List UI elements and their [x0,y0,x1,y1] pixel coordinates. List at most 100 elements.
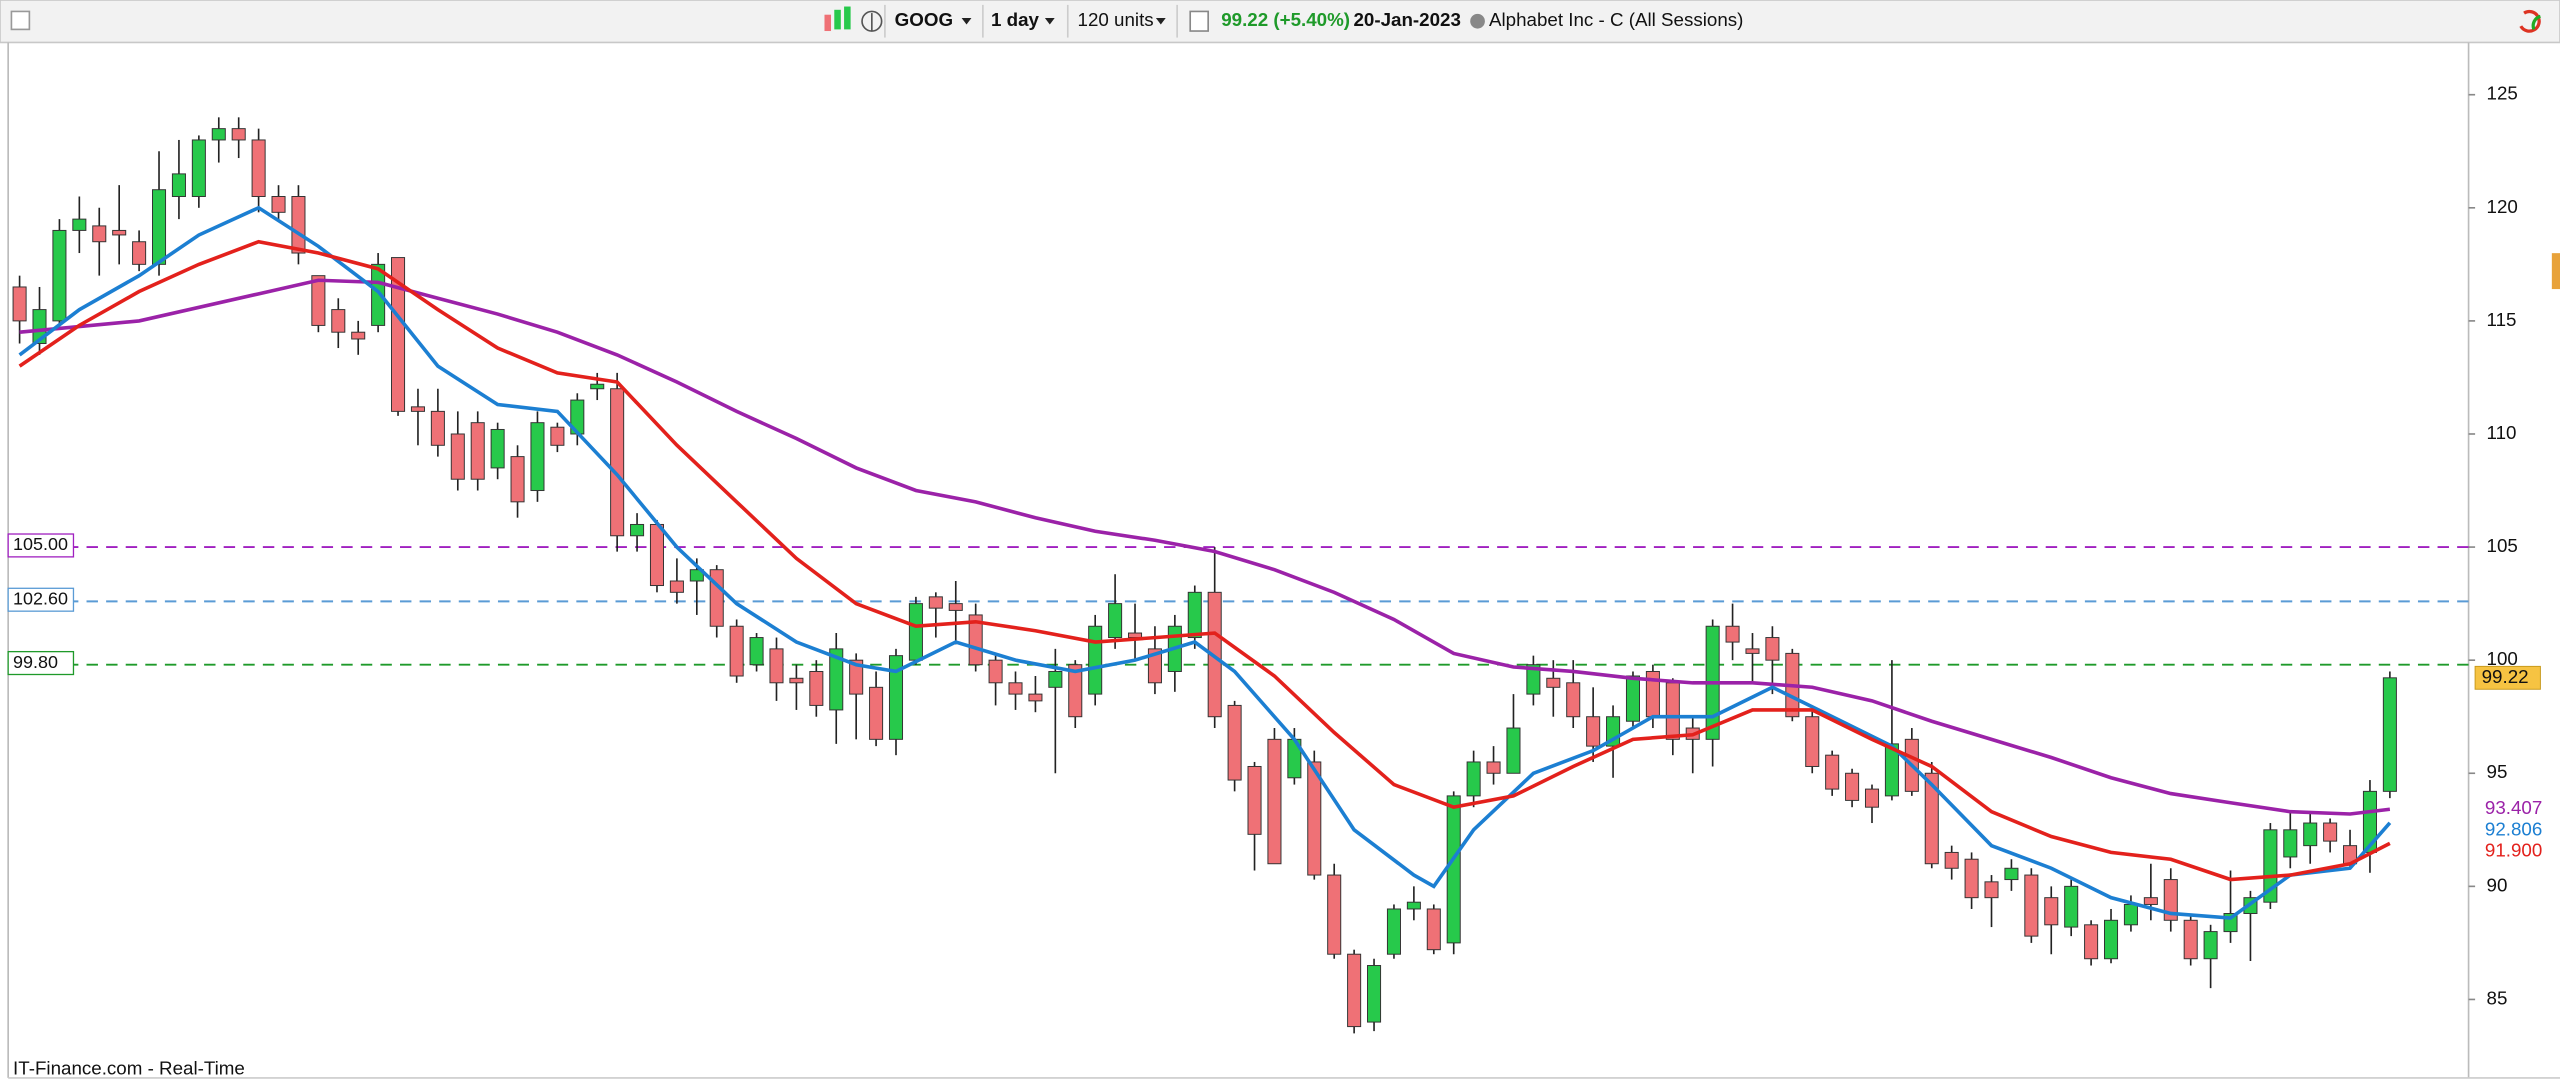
toolbar [0,0,2560,44]
candle-body [550,426,565,446]
refresh-icon[interactable] [2519,9,2542,33]
symbol[interactable]: GOOG [895,9,953,30]
candle-body [530,422,545,492]
candle-body [769,648,784,684]
candle-body [92,225,107,243]
candle-body [809,670,824,706]
candle-body [1486,761,1501,774]
candle-body [2303,822,2318,847]
candle-body [231,128,246,141]
candle-body [1028,693,1043,702]
candle-body [1526,664,1541,695]
candle-body [1845,772,1860,801]
candle-body [2263,829,2278,903]
candle-body [1884,743,1899,797]
candle-body [689,569,704,582]
candle-body [430,410,445,446]
last-price-box [2474,665,2541,690]
candle-body [510,456,525,503]
y-tick-label: 115 [2487,309,2517,330]
candle-body [450,433,465,480]
info-icon[interactable] [1189,10,1209,32]
candle-body [2024,874,2039,937]
candle-body [630,523,645,537]
scroll-handle[interactable] [2551,253,2560,290]
candle-body [1386,908,1401,955]
units[interactable]: 120 units [1078,9,1154,30]
dropdown-arrow[interactable] [961,17,972,25]
candle-body [1088,625,1103,695]
candle-body [1367,965,1382,1023]
candle-body [2064,885,2079,928]
candle-body [1247,765,1262,835]
quote-date: 20-Jan-2023 [1353,9,1460,30]
candle-body [1347,953,1362,1028]
moving-average-label: 91.900 [2485,840,2542,861]
candle-body [988,659,1003,684]
candle-body [2143,897,2158,905]
candle-body [291,196,306,254]
candle-body [1924,772,1939,865]
candle-body [1984,881,1999,899]
moving-average-label-box [2475,841,2551,863]
candle-body [2004,867,2019,881]
candle-body [928,596,943,609]
candle-body [968,614,983,666]
candle-body [2203,931,2218,960]
candle-body [1466,761,1481,797]
candle-body [1864,788,1880,808]
y-tick-label: 100 [2487,648,2518,669]
reference-label: 99.80 [13,652,58,672]
candle-body [2044,897,2059,926]
candle-body [1944,851,1959,869]
candle-body [32,309,47,345]
candle-body [12,286,27,322]
interval[interactable]: 1 day [991,9,1040,30]
reference-label-box [7,587,75,612]
reference-label-box [7,650,75,676]
candle-body [849,659,864,695]
candle-body [1327,874,1342,955]
candle-body [351,331,366,340]
candle-body [908,603,923,661]
moving-average-label: 92.806 [2485,818,2542,839]
candle-body [331,309,346,333]
dropdown-arrow[interactable] [1155,17,1166,25]
candle-body [2104,919,2119,960]
candle-body [1307,761,1322,876]
candle-body [391,257,406,412]
candle-body [888,655,904,740]
reference-label: 102.60 [13,588,68,608]
compare-icon[interactable] [861,10,883,32]
candle-body [211,128,226,141]
candle-body [2323,822,2338,842]
y-tick-label: 95 [2487,761,2508,782]
candle-body [1586,716,1601,747]
reference-label: 105.00 [13,534,68,554]
y-tick-label: 105 [2487,535,2518,556]
chart-type-icon[interactable] [824,6,851,32]
candle-body [1426,908,1441,951]
moving-average-label-box [2475,798,2551,820]
candle-body [749,637,764,666]
candle-body [311,275,326,326]
y-tick-label: 125 [2487,83,2518,104]
candle-body [470,422,485,480]
candle-body [2283,829,2298,858]
y-tick-label: 85 [2487,987,2508,1008]
candle-body [1147,648,1162,684]
dropdown-arrow[interactable] [1044,17,1055,25]
candle-body [1765,637,1780,661]
reference-label-box [7,533,75,558]
description: Alphabet Inc - C (All Sessions) [1489,9,1743,30]
candle-body [2163,879,2178,921]
candle-body [948,603,963,611]
candle-body [1128,632,1143,639]
candle-body [52,229,67,322]
window-icon[interactable] [10,10,31,31]
candle-body [2183,919,2198,960]
candle-body [1506,727,1521,774]
candle-body [1566,682,1581,718]
